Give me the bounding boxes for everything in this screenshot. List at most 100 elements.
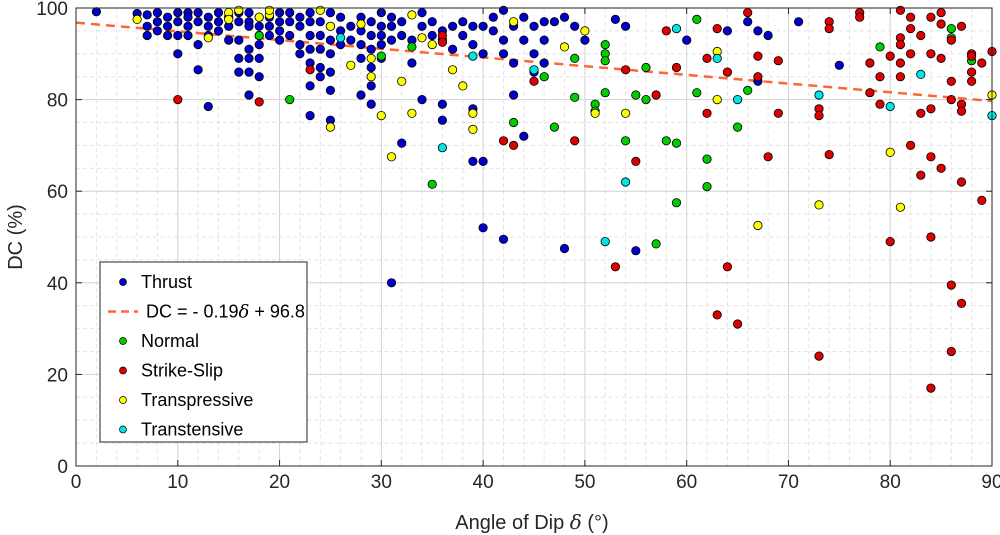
- data-point: [498, 234, 509, 244]
- legend-label: Normal: [141, 331, 199, 351]
- data-point: [661, 136, 671, 146]
- data-point: [702, 154, 712, 164]
- data-point: [895, 202, 906, 212]
- data-point: [203, 12, 213, 22]
- data-point: [173, 95, 183, 105]
- data-point: [437, 143, 447, 153]
- data-point: [712, 53, 722, 64]
- data-point: [743, 17, 753, 27]
- data-point: [152, 8, 162, 18]
- y-tick-label: 40: [47, 274, 68, 295]
- data-point: [325, 49, 335, 59]
- data-point: [529, 21, 539, 31]
- data-point: [325, 35, 335, 45]
- data-point: [488, 26, 498, 36]
- data-point: [91, 7, 102, 17]
- data-point: [946, 95, 956, 105]
- data-point: [559, 12, 570, 22]
- data-point: [274, 26, 285, 36]
- data-point: [407, 10, 417, 20]
- tick-labels: 0 10 20 30 40 50 60 70 80 90 0 20 40 60 80 100: [36, 0, 1000, 493]
- data-point: [264, 21, 274, 31]
- data-point: [234, 53, 244, 64]
- data-point: [590, 108, 600, 118]
- data-point: [183, 30, 193, 41]
- data-point: [386, 152, 397, 162]
- data-point: [926, 232, 936, 242]
- data-point: [855, 12, 865, 22]
- data-point: [397, 30, 407, 41]
- data-point: [193, 8, 203, 18]
- data-point: [956, 106, 967, 116]
- data-point: [498, 136, 509, 146]
- data-point: [875, 99, 885, 109]
- data-point: [397, 76, 407, 86]
- data-point: [468, 21, 478, 31]
- data-point: [620, 177, 631, 187]
- data-point: [407, 108, 417, 118]
- data-point: [946, 346, 956, 357]
- x-tick-label: 10: [167, 472, 188, 493]
- x-axis-label: Angle of Dip δ (°): [455, 510, 608, 534]
- data-point: [865, 58, 875, 68]
- data-point: [570, 21, 580, 31]
- x-tick-label: 80: [880, 472, 901, 493]
- data-point: [427, 17, 437, 27]
- data-point: [712, 310, 722, 320]
- data-point: [244, 53, 254, 64]
- data-point: [600, 237, 610, 247]
- data-point: [692, 88, 702, 98]
- data-point: [641, 95, 651, 105]
- data-point: [295, 49, 305, 59]
- data-point: [508, 117, 519, 128]
- data-point: [173, 17, 183, 27]
- data-point: [254, 72, 264, 82]
- data-point: [244, 67, 254, 77]
- data-point: [895, 5, 906, 15]
- data-point: [885, 51, 895, 61]
- data-point: [529, 76, 539, 86]
- data-point: [264, 30, 274, 41]
- data-point: [488, 12, 498, 22]
- data-point: [447, 21, 458, 31]
- data-point: [966, 67, 977, 77]
- data-point: [885, 101, 895, 112]
- data-point: [529, 49, 539, 59]
- data-point: [559, 243, 570, 254]
- data-point: [213, 17, 224, 27]
- series-strike-slip: [173, 5, 997, 393]
- data-point: [570, 92, 580, 102]
- data-point: [926, 104, 936, 114]
- data-point: [234, 17, 244, 27]
- data-point: [305, 65, 315, 75]
- data-point: [366, 99, 376, 109]
- data-point: [285, 30, 295, 41]
- data-point: [631, 90, 641, 100]
- data-point: [254, 97, 264, 107]
- data-point: [905, 140, 916, 150]
- data-point: [895, 72, 906, 82]
- data-point: [580, 26, 590, 36]
- data-point: [702, 53, 712, 64]
- data-point: [651, 90, 661, 100]
- data-point: [753, 26, 763, 36]
- data-point: [468, 39, 478, 50]
- data-point: [305, 81, 315, 91]
- data-point: [397, 17, 407, 27]
- legend-marker: [119, 425, 127, 434]
- data-point: [702, 182, 712, 192]
- data-point: [325, 8, 335, 18]
- data-point: [732, 95, 743, 105]
- data-point: [743, 8, 753, 18]
- data-point: [407, 58, 417, 68]
- data-point: [885, 147, 895, 157]
- data-point: [325, 122, 335, 132]
- data-point: [539, 17, 549, 27]
- data-point: [926, 383, 936, 393]
- data-point: [254, 53, 264, 64]
- data-point: [885, 237, 895, 247]
- data-point: [977, 195, 987, 205]
- data-point: [600, 56, 610, 66]
- y-tick-label: 100: [36, 0, 68, 20]
- legend-item-normal: Normal: [119, 331, 199, 351]
